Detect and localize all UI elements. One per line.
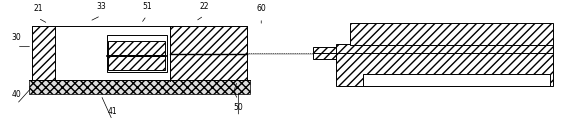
Bar xyxy=(350,23,553,45)
Bar xyxy=(169,26,247,81)
Text: 40: 40 xyxy=(12,90,22,99)
Bar xyxy=(313,47,337,59)
Bar xyxy=(108,56,165,70)
Text: 41: 41 xyxy=(107,107,117,116)
Bar xyxy=(32,26,55,81)
Text: 22: 22 xyxy=(199,2,209,11)
Text: 51: 51 xyxy=(142,2,152,11)
Bar xyxy=(107,35,167,72)
Bar xyxy=(363,74,550,86)
Text: 30: 30 xyxy=(12,33,22,42)
Bar xyxy=(108,42,165,55)
Bar xyxy=(29,80,250,94)
Text: 33: 33 xyxy=(96,2,106,11)
Bar xyxy=(32,26,247,81)
Text: 21: 21 xyxy=(33,4,42,13)
Text: 50: 50 xyxy=(234,103,243,112)
Text: 60: 60 xyxy=(257,4,266,13)
Bar xyxy=(336,44,553,86)
